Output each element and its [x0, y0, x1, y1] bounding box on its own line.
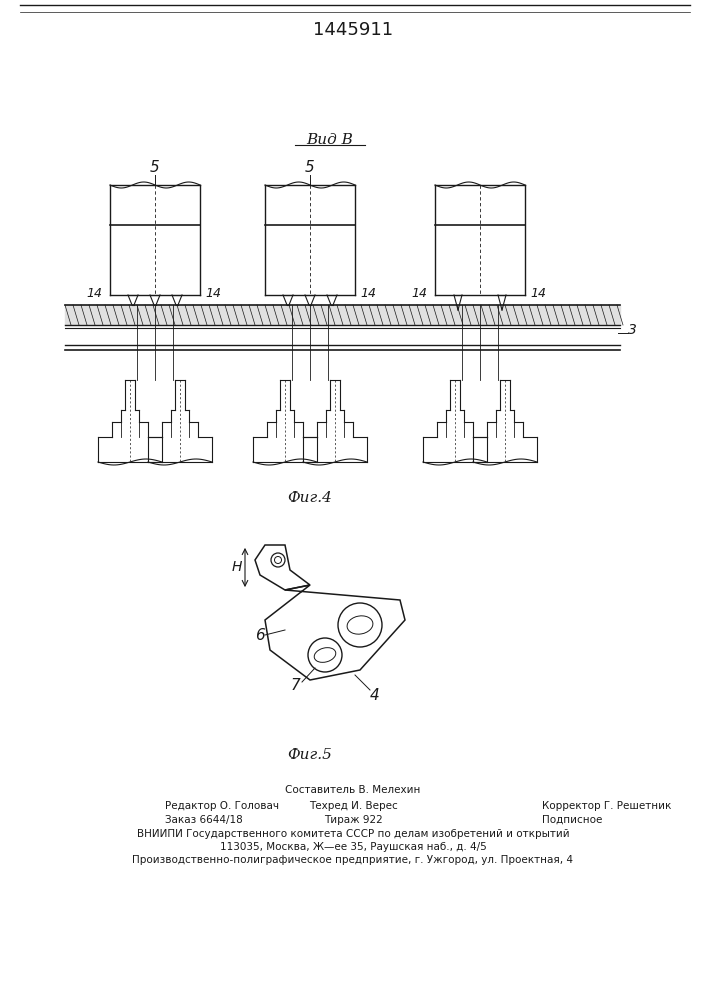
- Text: 7: 7: [290, 678, 300, 692]
- Text: Подписное: Подписное: [542, 815, 602, 825]
- Text: Редактор О. Головач: Редактор О. Головач: [165, 801, 279, 811]
- Text: Производственно-полиграфическое предприятие, г. Ужгород, ул. Проектная, 4: Производственно-полиграфическое предприя…: [132, 855, 573, 865]
- Text: 4: 4: [370, 688, 380, 702]
- Text: Фиг.4: Фиг.4: [288, 491, 332, 505]
- Text: 5: 5: [150, 159, 160, 174]
- Text: 14: 14: [360, 287, 376, 300]
- Text: Составитель В. Мелехин: Составитель В. Мелехин: [286, 785, 421, 795]
- Text: Корректор Г. Решетник: Корректор Г. Решетник: [542, 801, 672, 811]
- Text: 1445911: 1445911: [313, 21, 393, 39]
- Text: Тираж 922: Тираж 922: [324, 815, 382, 825]
- Text: Техред И. Верес: Техред И. Верес: [309, 801, 397, 811]
- Text: 5: 5: [305, 159, 315, 174]
- Text: 6: 6: [255, 628, 265, 643]
- Text: H: H: [232, 560, 243, 574]
- Text: 3: 3: [628, 323, 637, 337]
- Text: 14: 14: [411, 287, 427, 300]
- Text: 113035, Москва, Ж—ее 35, Раушская наб., д. 4/5: 113035, Москва, Ж—ее 35, Раушская наб., …: [220, 842, 486, 852]
- Text: 14: 14: [205, 287, 221, 300]
- Text: 14: 14: [86, 287, 102, 300]
- Text: Заказ 6644/18: Заказ 6644/18: [165, 815, 243, 825]
- Text: 14: 14: [530, 287, 546, 300]
- Text: ВНИИПИ Государственного комитета СССР по делам изобретений и открытий: ВНИИПИ Государственного комитета СССР по…: [136, 829, 569, 839]
- Text: Фиг.5: Фиг.5: [288, 748, 332, 762]
- Text: Вид В: Вид В: [307, 133, 354, 147]
